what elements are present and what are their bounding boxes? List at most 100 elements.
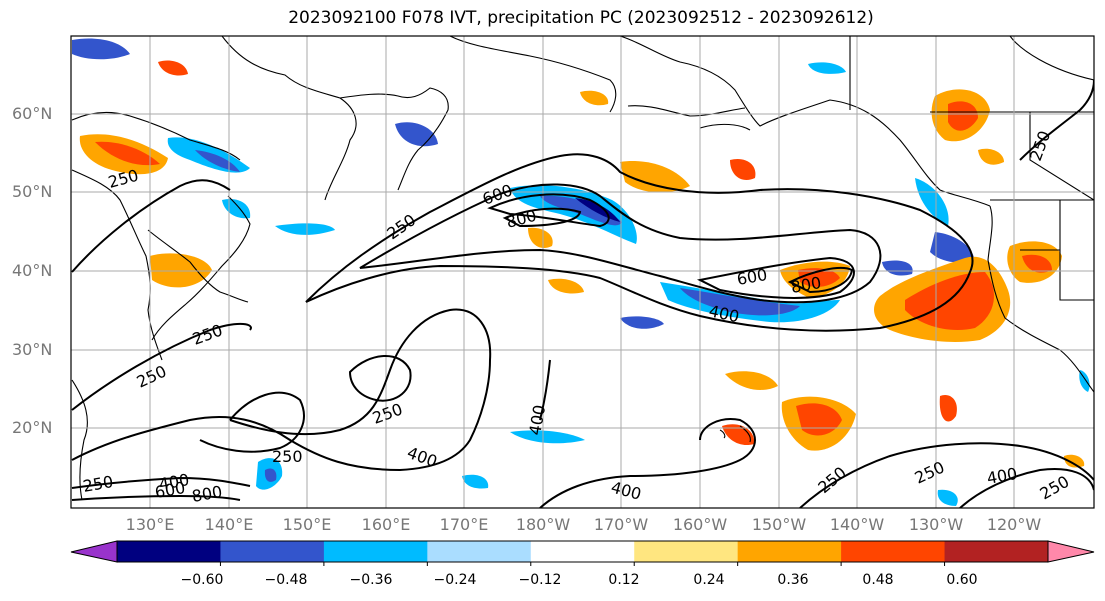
lon-label: 130°E <box>125 515 175 534</box>
ocean-background <box>71 36 1094 508</box>
colorbar-tick-label: −0.24 <box>433 572 477 588</box>
shade-neg-aleutian-strong <box>540 195 622 226</box>
colorbar-tick-label: 0.24 <box>693 572 725 588</box>
map-title: 2023092100 F078 IVT, precipitation PC (2… <box>288 8 874 28</box>
contour-400-jet <box>359 183 882 304</box>
lon-label: 150°E <box>282 515 332 534</box>
colorbar-tick-label: 0.12 <box>608 572 640 588</box>
lon-label: 150°W <box>751 515 807 534</box>
border-state-1 <box>1059 200 1094 301</box>
coast-china-south <box>71 379 88 501</box>
hawaii-islands <box>739 425 751 443</box>
shade-pos-okhotsk-strong <box>95 141 160 166</box>
contour-400-tropics <box>539 418 756 508</box>
lat-label: 20°N <box>12 418 53 437</box>
shade-pos-japan-outer <box>150 253 212 288</box>
coast-korea <box>147 229 249 303</box>
lat-label: 50°N <box>12 182 53 201</box>
shade-pos-small-4 <box>939 394 957 422</box>
coast-kamchatka <box>339 87 449 191</box>
contour-800-sw <box>71 494 241 501</box>
contour-800-jet <box>502 207 582 228</box>
contour-250-jet <box>305 153 974 332</box>
colorbar-arrow-right <box>1047 540 1095 563</box>
shade-pos-small-5 <box>1064 454 1085 468</box>
shade-pos-small-2 <box>725 371 778 390</box>
lon-label: 180°W <box>515 515 571 534</box>
lat-label: 30°N <box>12 340 53 359</box>
shade-neg-midpacific-strong <box>680 288 800 316</box>
coast-peninsula <box>699 123 751 131</box>
shade-neg-tropics-2 <box>462 474 489 489</box>
lon-label: 170°W <box>593 515 649 534</box>
lon-label: 140°W <box>829 515 885 534</box>
contour-400-south <box>199 391 305 453</box>
map-panel: 250 600 800 250 600 800 400 250 250 250 … <box>71 36 1094 508</box>
coast-asia-east <box>71 169 163 361</box>
shade-pos-hawaii-n-strong <box>796 403 842 436</box>
colorbar-segments <box>116 540 1049 563</box>
coast-japan <box>151 195 251 341</box>
colorbar-arrow-left <box>70 540 118 563</box>
contour-250-sw <box>71 323 252 411</box>
colorbar-segment <box>220 541 325 562</box>
shade-pos-gulf <box>620 161 690 193</box>
coast-bristol <box>627 105 746 117</box>
lon-label: 160°E <box>361 515 411 534</box>
lon-label: 120°W <box>986 515 1042 534</box>
shade-neg-nw-coast <box>930 232 974 263</box>
colorbar-segment <box>841 541 946 562</box>
colorbar-segment <box>634 541 739 562</box>
shade-neg-tropics-1 <box>510 430 585 444</box>
shade-pos-small-6 <box>978 148 1004 165</box>
colorbar-segment <box>944 541 1049 562</box>
lon-label: 130°W <box>908 515 964 534</box>
shade-neg-kuril <box>275 223 335 235</box>
colorbar-segment <box>530 541 635 562</box>
coastlines <box>71 36 1094 501</box>
shade-pos-nevada-strong <box>1022 254 1052 273</box>
colorbar-tick-label: −0.36 <box>349 572 393 588</box>
shade-pos-alaska-se-strong <box>948 101 978 131</box>
colorbar-segment <box>323 541 428 562</box>
lon-label: 140°E <box>204 515 254 534</box>
shade-pos-midpacific-strong <box>798 268 840 287</box>
shade-pos-bering <box>580 90 609 106</box>
lon-label: 170°E <box>439 515 489 534</box>
colorbar-tick-label: −0.60 <box>180 572 224 588</box>
shade-neg-small-1 <box>882 260 913 276</box>
shade-neg-coast <box>915 178 949 226</box>
colorbar-segment <box>117 541 221 562</box>
gridlines <box>71 36 1094 508</box>
shade-pos-small-1 <box>548 278 584 294</box>
contour-closed-south <box>348 355 412 402</box>
contour-400-mid <box>539 359 551 421</box>
shade-neg-topleft <box>72 38 130 60</box>
hawaii-islands-2 <box>719 429 726 439</box>
colorbar-tick-label: 0.60 <box>946 572 978 588</box>
contour-250-west <box>71 179 231 273</box>
shade-pos-topleft <box>158 60 188 76</box>
shade-pos-jet <box>528 227 553 248</box>
coast-okhotsk <box>71 111 241 161</box>
contour-600-jet <box>487 193 610 228</box>
colorbar-tick-label: 0.48 <box>862 572 894 588</box>
colorbar-tick-label: −0.12 <box>518 572 562 588</box>
contour-600-sw <box>71 476 251 489</box>
contour-250-south <box>71 308 492 472</box>
shade-pos-small-3 <box>722 424 755 446</box>
contour-250-ne <box>1019 79 1094 161</box>
ivt-contours <box>71 79 1094 508</box>
contour-250-se <box>799 442 1094 508</box>
colorbar-tick-label: −0.48 <box>264 572 308 588</box>
map-frame <box>70 35 1095 509</box>
colorbar-tick-label: 0.36 <box>777 572 809 588</box>
contour-600-east <box>696 256 855 299</box>
contour-800-east <box>787 266 854 294</box>
coast-chukotka <box>449 36 617 113</box>
coast-alaska <box>619 36 991 207</box>
colorbar-segment <box>737 541 842 562</box>
contour-400-se <box>959 468 1094 508</box>
shade-neg-small-2 <box>620 316 664 329</box>
